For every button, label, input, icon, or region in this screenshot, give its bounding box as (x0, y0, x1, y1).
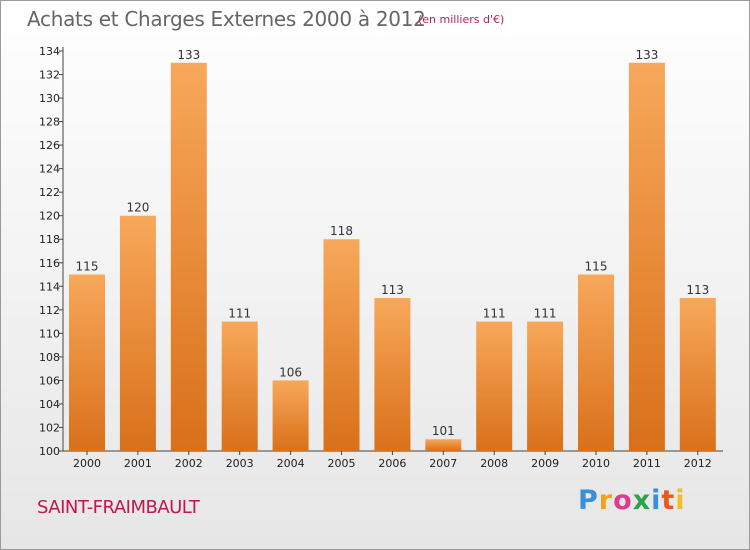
bar-value-label: 113 (381, 283, 404, 297)
bar-value-label: 101 (432, 424, 455, 438)
bars (69, 62, 716, 451)
y-tick-label: 102 (39, 421, 60, 434)
bar (476, 321, 513, 451)
axes: 100 102 104 106 108 110 112 114 116 118 120 122 124 1… (39, 45, 723, 458)
bar (578, 274, 614, 451)
bar (628, 62, 665, 451)
bar-value-label: 115 (76, 260, 99, 274)
x-tick-label: 2008 (480, 457, 508, 470)
bar-value-label: 133 (177, 48, 200, 62)
bar-value-label: 115 (585, 260, 608, 274)
bar-value-label: 111 (534, 307, 557, 321)
bar (170, 62, 207, 451)
y-tick-label: 100 (39, 445, 60, 458)
commune-name: SAINT-FRAIMBAULT (37, 497, 200, 518)
x-tick-label: 2011 (633, 457, 661, 470)
logo-letter: r (598, 485, 614, 516)
bar (323, 239, 360, 451)
bar (69, 274, 105, 451)
bar-value-label: 106 (279, 365, 302, 379)
y-tick-label: 112 (39, 304, 60, 317)
y-tick-label: 126 (39, 139, 60, 152)
bar (527, 321, 564, 451)
x-tick-label: 2003 (226, 457, 254, 470)
bar (374, 298, 411, 451)
labels: 115 2000 120 2001 133 2002 111 2003 106 2004 118 20… (73, 48, 712, 470)
y-tick-label: 106 (39, 374, 60, 387)
x-tick-label: 2009 (531, 457, 559, 470)
logo-letter: P (578, 485, 599, 516)
y-tick-label: 118 (39, 233, 60, 246)
x-tick-label: 2005 (328, 457, 356, 470)
y-tick-label: 124 (39, 163, 60, 176)
y-tick-label: 132 (39, 69, 60, 82)
y-tick-label: 114 (39, 280, 60, 293)
logo-letter: x (632, 485, 652, 516)
y-tick-label: 116 (39, 257, 60, 270)
y-tick-label: 134 (39, 45, 60, 58)
x-tick-label: 2004 (277, 457, 305, 470)
bar (272, 380, 309, 451)
logo-letter: t (661, 485, 676, 516)
chart-subtitle: (en milliers d'€) (418, 13, 505, 26)
bar (119, 215, 156, 451)
chart-title: Achats et Charges Externes 2000 à 2012 (27, 7, 426, 31)
x-tick-label: 2012 (684, 457, 712, 470)
bar-value-label: 113 (686, 283, 709, 297)
x-tick-label: 2010 (582, 457, 610, 470)
y-tick-label: 128 (39, 116, 60, 129)
x-tick-label: 2001 (124, 457, 152, 470)
x-tick-label: 2002 (175, 457, 203, 470)
y-tick-label: 110 (39, 327, 60, 340)
bar (221, 321, 258, 451)
y-tick-label: 104 (39, 398, 60, 411)
bar-value-label: 118 (330, 224, 353, 238)
bar-value-label: 111 (228, 307, 251, 321)
bar-value-label: 120 (126, 201, 149, 215)
x-tick-label: 2006 (378, 457, 406, 470)
proxiti-logo: Proxiti (578, 485, 686, 516)
bar (425, 439, 462, 451)
y-tick-label: 108 (39, 351, 60, 364)
y-tick-label: 122 (39, 186, 60, 199)
x-tick-label: 2000 (73, 457, 101, 470)
x-tick-label: 2007 (429, 457, 457, 470)
bar-value-label: 111 (483, 307, 506, 321)
logo-letter: i (675, 485, 686, 516)
y-tick-label: 120 (39, 210, 60, 223)
logo-letter: i (651, 485, 662, 516)
logo-letter: o (613, 485, 633, 516)
bar-value-label: 133 (635, 48, 658, 62)
bar (679, 298, 716, 451)
y-tick-label: 130 (39, 92, 60, 105)
